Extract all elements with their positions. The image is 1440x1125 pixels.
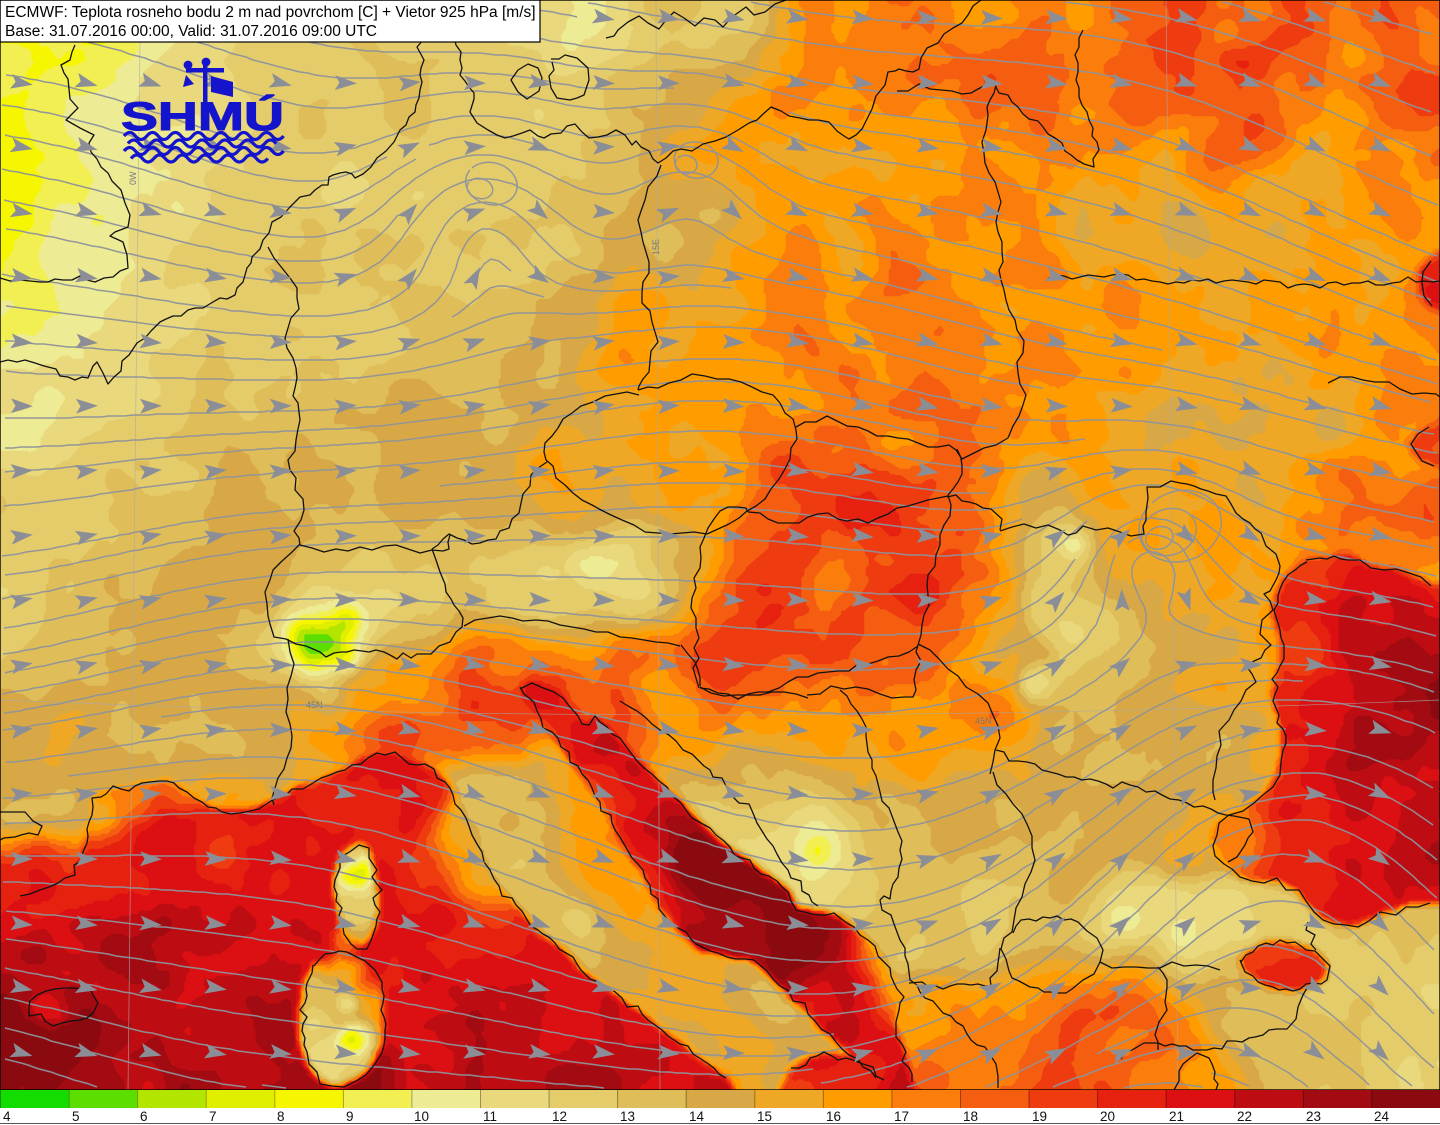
svg-text:24: 24	[1374, 1109, 1390, 1124]
svg-text:12: 12	[552, 1109, 567, 1124]
svg-text:19: 19	[1032, 1109, 1047, 1124]
svg-text:SHMÚ: SHMÚ	[121, 93, 284, 139]
svg-text:0W: 0W	[128, 171, 138, 185]
svg-text:10: 10	[414, 1109, 429, 1124]
svg-text:13: 13	[620, 1109, 635, 1124]
svg-text:17: 17	[894, 1109, 909, 1124]
svg-text:6: 6	[140, 1109, 148, 1124]
svg-text:16: 16	[826, 1109, 841, 1124]
svg-text:ECMWF: Teplota rosneho bodu 2: ECMWF: Teplota rosneho bodu 2 m nad povr…	[5, 4, 536, 21]
svg-text:45N: 45N	[975, 716, 992, 726]
svg-text:Base: 31.07.2016 00:00, Valid:: Base: 31.07.2016 00:00, Valid: 31.07.201…	[5, 23, 377, 40]
svg-text:5: 5	[72, 1109, 80, 1124]
svg-text:18: 18	[963, 1109, 978, 1124]
svg-text:9: 9	[346, 1109, 354, 1124]
svg-text:14: 14	[689, 1109, 705, 1124]
svg-text:21: 21	[1169, 1109, 1184, 1124]
svg-text:11: 11	[483, 1109, 497, 1124]
svg-text:15: 15	[757, 1109, 772, 1124]
svg-text:20: 20	[1100, 1109, 1115, 1124]
svg-text:8: 8	[277, 1109, 285, 1124]
svg-text:23: 23	[1306, 1109, 1321, 1124]
svg-text:22: 22	[1237, 1109, 1252, 1124]
svg-text:4: 4	[3, 1109, 11, 1124]
svg-text:7: 7	[209, 1109, 217, 1124]
svg-text:15E: 15E	[651, 239, 661, 255]
